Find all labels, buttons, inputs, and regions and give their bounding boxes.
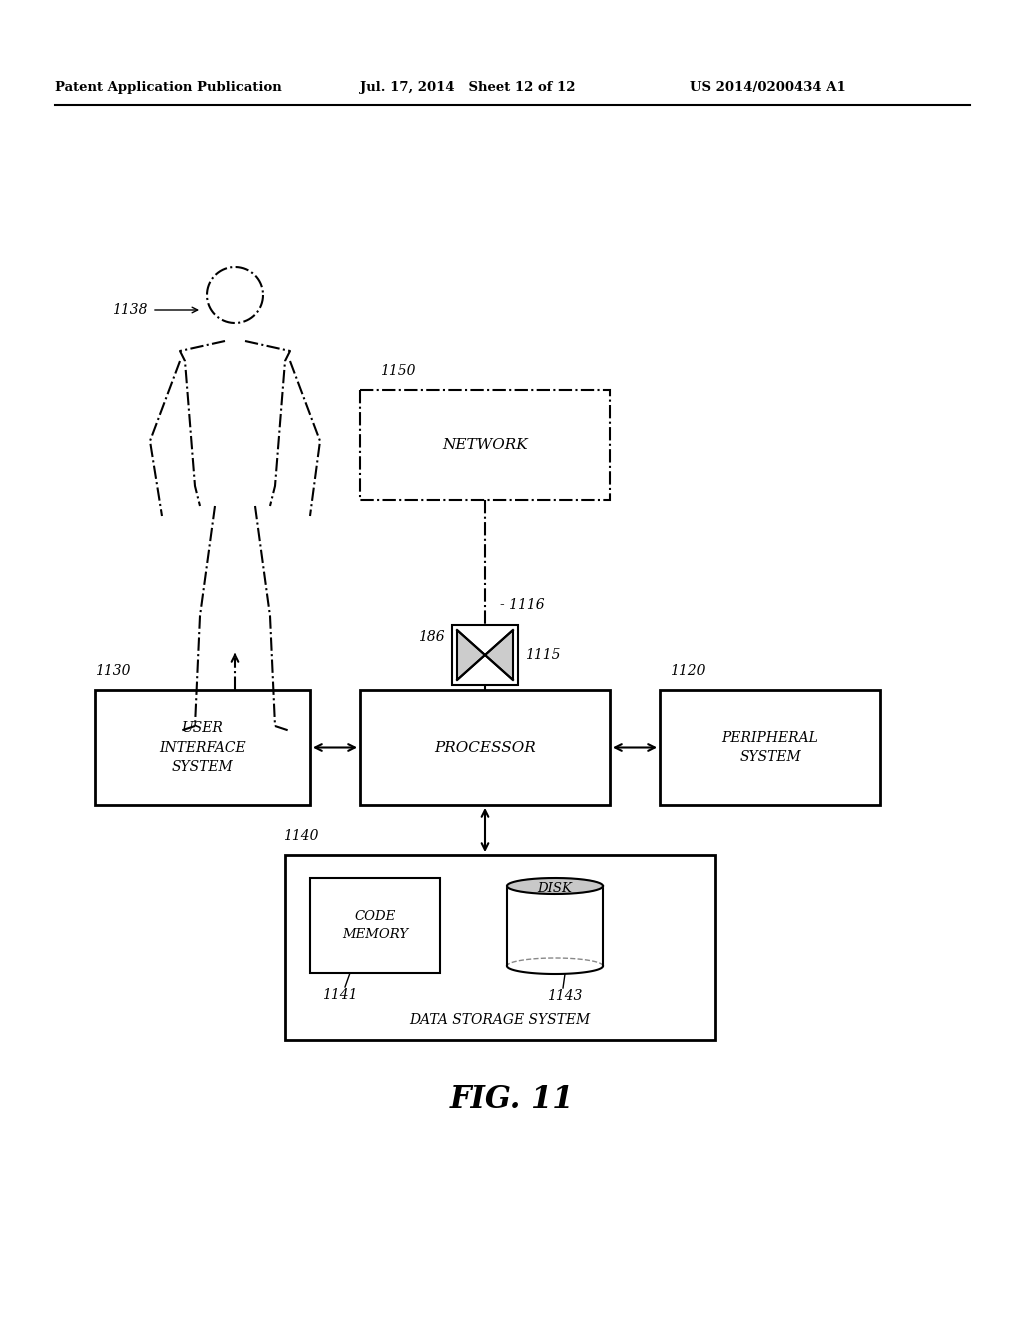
Bar [360, 690, 610, 805]
Text: CODE
MEMORY: CODE MEMORY [342, 909, 408, 941]
Text: Patent Application Publication: Patent Application Publication [55, 82, 282, 95]
Bar [310, 878, 440, 973]
Text: 1115: 1115 [525, 648, 560, 663]
Bar [360, 389, 610, 500]
Text: 1143: 1143 [547, 989, 583, 1003]
Polygon shape [485, 630, 513, 680]
Text: 186: 186 [419, 630, 445, 644]
Text: 1138: 1138 [113, 304, 148, 317]
Text: DATA STORAGE SYSTEM: DATA STORAGE SYSTEM [410, 1012, 591, 1027]
Polygon shape [457, 630, 485, 680]
Text: 1140: 1140 [283, 829, 318, 843]
Text: DISK: DISK [538, 882, 572, 895]
Text: US 2014/0200434 A1: US 2014/0200434 A1 [690, 82, 846, 95]
Bar [95, 690, 310, 805]
Text: - 1116: - 1116 [500, 598, 545, 612]
Bar [507, 886, 603, 966]
Text: PERIPHERAL
SYSTEM: PERIPHERAL SYSTEM [722, 731, 818, 764]
Text: USER
INTERFACE
SYSTEM: USER INTERFACE SYSTEM [159, 721, 246, 774]
Text: 1150: 1150 [380, 364, 416, 378]
Bar [285, 855, 715, 1040]
Polygon shape [507, 878, 603, 894]
Text: PROCESSOR: PROCESSOR [434, 741, 536, 755]
Text: Jul. 17, 2014   Sheet 12 of 12: Jul. 17, 2014 Sheet 12 of 12 [360, 82, 575, 95]
Bar [452, 624, 518, 685]
Text: 1120: 1120 [670, 664, 706, 678]
Bar [660, 690, 880, 805]
Text: 1130: 1130 [95, 664, 130, 678]
Text: NETWORK: NETWORK [442, 438, 527, 451]
Text: 1141: 1141 [323, 987, 357, 1002]
Text: FIG. 11: FIG. 11 [450, 1085, 574, 1115]
